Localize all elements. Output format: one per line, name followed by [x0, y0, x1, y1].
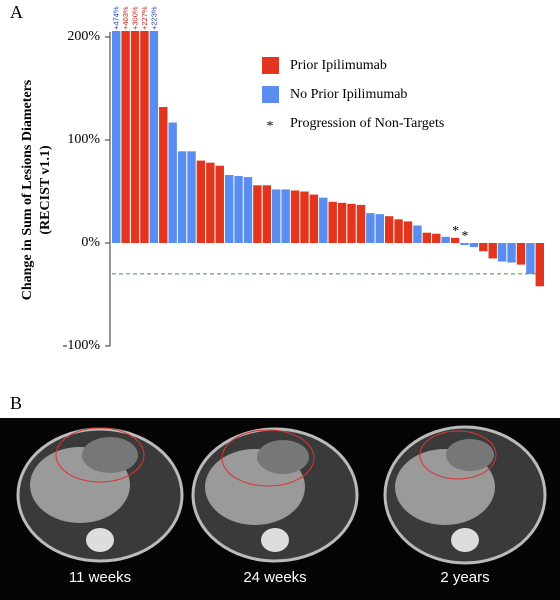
- bar: [497, 243, 507, 262]
- ct-scans: [16, 425, 547, 565]
- progression-marker: *: [452, 224, 459, 239]
- bar: [337, 202, 347, 243]
- bar: [206, 162, 215, 243]
- bar: [130, 31, 140, 243]
- panel-label: A: [10, 2, 23, 22]
- bar: [243, 177, 253, 243]
- bar: [507, 243, 516, 263]
- plot: -100% 0% 100% 200% Change in Sum of Lesions …: [20, 6, 545, 353]
- bars: [112, 31, 544, 287]
- ct-scan: [16, 427, 184, 563]
- legend-symbol: *: [267, 119, 274, 134]
- bar: [469, 243, 479, 248]
- legend-label: Prior Ipilimumab: [290, 58, 387, 73]
- bar: [535, 243, 544, 287]
- bar: [328, 201, 337, 243]
- ct-caption: 2 years: [440, 569, 489, 586]
- bar: [403, 221, 413, 243]
- bar: [300, 191, 309, 243]
- value-label: +227%: [140, 6, 149, 30]
- legend-label: No Prior Ipilimumab: [290, 87, 407, 102]
- value-label: +300%: [131, 6, 140, 30]
- bar: [140, 31, 149, 243]
- progression-marker: *: [461, 229, 468, 244]
- y-tick-label: 0%: [81, 235, 100, 250]
- value-label: +474%: [112, 6, 121, 30]
- bar: [319, 197, 328, 243]
- bar: [290, 190, 300, 243]
- bar: [422, 232, 432, 243]
- bar: [149, 31, 159, 244]
- ct-scan: [191, 427, 359, 563]
- value-label: +223%: [149, 6, 158, 30]
- y-axis-label: Change in Sum of Lesions Diameters: [20, 79, 35, 300]
- bar: [413, 225, 422, 243]
- y-tick-label: -100%: [63, 338, 101, 353]
- bar: [366, 213, 375, 243]
- legend-swatch: [262, 86, 279, 103]
- bar: [121, 31, 130, 243]
- bar: [460, 243, 469, 246]
- bar: [384, 216, 394, 243]
- y-tick-label: 200%: [67, 29, 100, 44]
- bar: [168, 122, 177, 243]
- bar: [281, 189, 290, 243]
- bar: [432, 233, 441, 243]
- bar: [234, 176, 243, 243]
- bar: [262, 185, 272, 243]
- bar: [196, 160, 206, 243]
- bar: [177, 151, 187, 243]
- bar: [309, 194, 319, 243]
- ct-scan: [383, 425, 547, 565]
- bar: [394, 219, 403, 243]
- bar: [272, 189, 281, 243]
- value-label: +403%: [121, 6, 130, 30]
- legend-label: Progression of Non-Targets: [290, 116, 444, 131]
- bar: [253, 185, 262, 243]
- bar: [450, 237, 460, 243]
- bar: [441, 236, 450, 243]
- panel-label: B: [10, 393, 22, 413]
- bar: [526, 243, 535, 274]
- bar: [479, 243, 488, 252]
- y-tick-label: 100%: [67, 132, 100, 147]
- bar: [488, 243, 497, 259]
- bar: [215, 165, 224, 243]
- bar: [516, 243, 526, 265]
- bar: [347, 203, 356, 243]
- y-axis-label: (RECIST v1.1): [38, 145, 53, 235]
- ct-caption: 24 weeks: [243, 569, 306, 586]
- bar: [159, 107, 168, 243]
- bar: [112, 31, 121, 243]
- ct-caption: 11 weeks: [69, 569, 131, 586]
- bar: [356, 204, 366, 243]
- bar: [224, 175, 234, 243]
- bar: [375, 214, 384, 243]
- legend-swatch: [262, 57, 279, 74]
- bar: [187, 151, 196, 243]
